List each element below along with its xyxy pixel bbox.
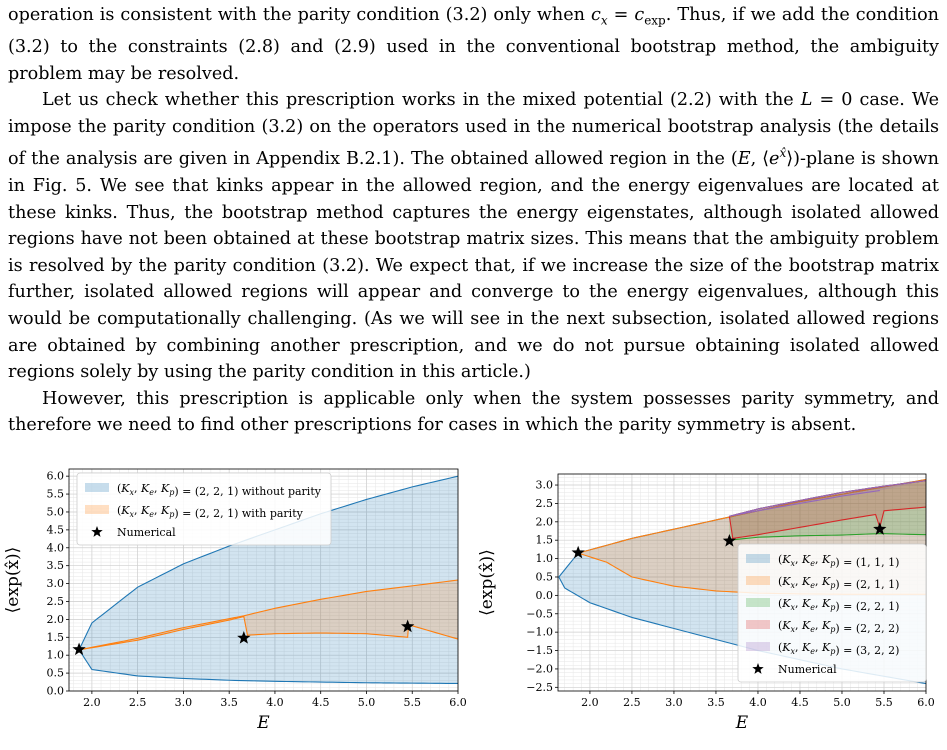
plot-frame xyxy=(68,468,459,692)
x-tick-label: 2.0 xyxy=(83,696,101,709)
y-tick-label: 0.0 xyxy=(536,589,554,602)
svg-text:(Kx, Ke, Kp) = (2, 2, 1) witho: (Kx, Ke, Kp) = (2, 2, 1) without parity xyxy=(117,482,322,498)
y-tick-label: 1.5 xyxy=(47,631,65,644)
legend-entry: (Kx, Ke, Kp) = (2, 2, 1) with parity xyxy=(117,504,304,520)
legend-star xyxy=(752,663,764,674)
x-axis-label: E xyxy=(256,713,270,733)
x-tick-label: 2.0 xyxy=(581,696,599,709)
y-tick-label: −0.5 xyxy=(526,607,553,620)
x-tick-label: 5.5 xyxy=(875,696,893,709)
legend: (Kx, Ke, Kp) = (2, 2, 1) without parity (… xyxy=(76,472,332,546)
y-tick-label: 5.0 xyxy=(47,505,65,518)
x-tick-label: 3.0 xyxy=(175,696,193,709)
y-tick-label: −1.0 xyxy=(526,626,553,639)
y-tick-label: −2.0 xyxy=(526,662,553,675)
svg-text:(Kx, Ke, Kp) = (2, 1, 1): (Kx, Ke, Kp) = (2, 1, 1) xyxy=(778,575,899,591)
x-tick-label: 4.0 xyxy=(749,696,767,709)
legend-entry-numerical: Numerical xyxy=(117,526,176,539)
legend-entry: (Kx, Ke, Kp) = (3, 2, 2) xyxy=(778,641,899,657)
legend: (Kx, Ke, Kp) = (1, 1, 1) (Kx, Ke, Kp) = (… xyxy=(737,543,927,683)
paragraph-2: Let us check whether this prescription w… xyxy=(8,90,939,383)
x-tick-label: 5.0 xyxy=(833,696,851,709)
numerical-star xyxy=(401,619,415,633)
legend-entry: (Kx, Ke, Kp) = (1, 1, 1) xyxy=(778,553,899,569)
legend-swatch xyxy=(746,598,770,607)
region-3-lower-line xyxy=(729,533,926,541)
y-tick-label: 0.0 xyxy=(47,685,65,698)
region-2 xyxy=(79,580,458,650)
y-tick-label: 1.5 xyxy=(536,534,554,547)
x-tick-label: 3.5 xyxy=(220,696,238,709)
numerical-star xyxy=(571,545,585,559)
y-tick-label: −1.5 xyxy=(526,644,553,657)
x-tick-label: 5.0 xyxy=(358,696,376,709)
legend-swatch xyxy=(746,576,770,585)
x-tick-label: 2.5 xyxy=(623,696,641,709)
x-tick-label: 4.0 xyxy=(266,696,284,709)
paper-text: operation is consistent with the parity … xyxy=(8,2,939,439)
numerical-star xyxy=(237,631,251,644)
x-axis-label: E xyxy=(735,713,749,733)
legend-swatch xyxy=(746,620,770,629)
numerical-star xyxy=(873,522,887,535)
y-tick-label: 0.5 xyxy=(536,570,554,583)
x-tick-label: 5.5 xyxy=(403,696,421,709)
y-tick-label: 1.0 xyxy=(47,649,65,662)
region-1-lower-line xyxy=(78,649,458,685)
region-5-upper-line xyxy=(729,480,926,517)
svg-text:(Kx, Ke, Kp) = (1, 1, 1): (Kx, Ke, Kp) = (1, 1, 1) xyxy=(778,553,899,569)
x-tick-label: 6.0 xyxy=(917,696,935,709)
legend-swatch xyxy=(85,505,109,514)
y-tick-label: 3.0 xyxy=(536,479,554,492)
region-4 xyxy=(729,480,926,539)
y-axis-label: ⟨exp(x̂)⟩ xyxy=(3,547,23,614)
y-tick-label: 2.5 xyxy=(536,497,554,510)
x-tick-label: 2.5 xyxy=(129,696,147,709)
legend-star xyxy=(91,526,103,537)
legend-entry: (Kx, Ke, Kp) = (2, 2, 2) xyxy=(778,619,899,635)
x-tick-label: 3.0 xyxy=(665,696,683,709)
paragraph-1: operation is consistent with the parity … xyxy=(8,5,939,84)
legend-swatch xyxy=(85,483,109,492)
y-tick-label: −2.5 xyxy=(526,681,553,694)
region-3 xyxy=(729,480,926,541)
svg-text:(Kx, Ke, Kp) = (2, 2, 1) with: (Kx, Ke, Kp) = (2, 2, 1) with parity xyxy=(117,504,304,520)
legend-entry: (Kx, Ke, Kp) = (2, 1, 1) xyxy=(778,575,899,591)
chart-right: 2.0 2.5 3.0 3.5 4.0 4.5 5.0 5.5 6.0 3.0 2.5 2.0 1.5 1… xyxy=(476,462,947,746)
legend-entry: (Kx, Ke, Kp) = (2, 2, 1) xyxy=(778,597,899,613)
x-tick-label: 4.5 xyxy=(312,696,330,709)
region-4-lower-line xyxy=(728,506,926,539)
legend-entry-numerical: Numerical xyxy=(778,663,837,676)
numerical-star xyxy=(72,642,86,656)
y-axis-label: ⟨exp(x̂)⟩ xyxy=(477,549,497,616)
legend-entry: (Kx, Ke, Kp) = (2, 2, 1) without parity xyxy=(117,482,322,498)
svg-text:(Kx, Ke, Kp) = (2, 2, 1): (Kx, Ke, Kp) = (2, 2, 1) xyxy=(778,597,899,613)
y-tick-label: 6.0 xyxy=(47,470,65,483)
svg-text:(Kx, Ke, Kp) = (2, 2, 2): (Kx, Ke, Kp) = (2, 2, 2) xyxy=(778,619,899,635)
y-tick-label: 1.0 xyxy=(536,552,554,565)
region-5-lower-line xyxy=(729,490,880,517)
y-tick-label: 4.0 xyxy=(47,541,65,554)
x-tick-label: 4.5 xyxy=(791,696,809,709)
y-tick-label: 4.5 xyxy=(47,523,65,536)
region-2-lower-line xyxy=(78,615,458,651)
region-2-upper-line xyxy=(78,579,458,651)
legend-swatch xyxy=(746,642,770,651)
numerical-star xyxy=(722,533,737,547)
y-tick-label: 2.0 xyxy=(47,613,65,626)
paragraph-3: However, this prescription is applicable… xyxy=(8,388,939,436)
y-tick-label: 5.5 xyxy=(47,488,65,501)
y-tick-label: 2.0 xyxy=(536,515,554,528)
svg-text:(Kx, Ke, Kp) = (3, 2, 2): (Kx, Ke, Kp) = (3, 2, 2) xyxy=(778,641,899,657)
y-tick-label: 3.0 xyxy=(47,577,65,590)
chart-left: 2.0 2.5 3.0 3.5 4.0 4.5 5.0 5.5 6.0 0.0 0.5 1.0 1.5 2… xyxy=(0,462,470,746)
y-tick-label: 0.5 xyxy=(47,667,65,680)
y-tick-label: 2.5 xyxy=(47,595,65,608)
y-tick-label: 3.5 xyxy=(47,559,65,572)
x-tick-label: 3.5 xyxy=(707,696,725,709)
x-tick-label: 6.0 xyxy=(449,696,467,709)
legend-swatch xyxy=(746,554,770,563)
